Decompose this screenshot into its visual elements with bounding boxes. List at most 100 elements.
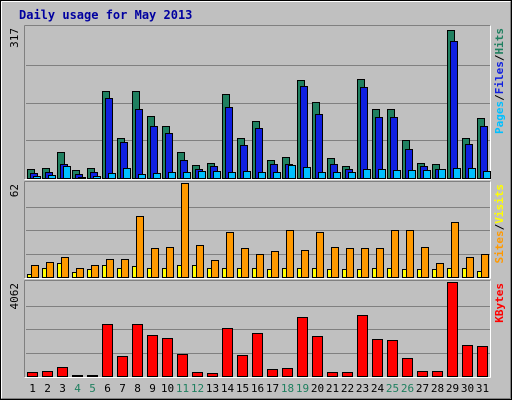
bar-sites-day-28 <box>436 263 444 278</box>
bar-kbytes-day-24 <box>372 339 383 377</box>
x-tick-label-day-13: 13 <box>206 382 219 395</box>
bar-kbytes-day-14 <box>222 328 233 377</box>
x-tick-label-day-19: 19 <box>296 382 309 395</box>
bar-kbytes-day-5 <box>87 375 98 377</box>
x-tick-label-day-28: 28 <box>431 382 444 395</box>
bar-files-day-23 <box>360 87 368 179</box>
bar-pages-day-12 <box>198 171 206 179</box>
x-tick-label-day-7: 7 <box>119 382 126 395</box>
x-tick-label-day-22: 22 <box>341 382 354 395</box>
chart-title: Daily usage for May 2013 <box>19 8 192 22</box>
bar-sites-day-15 <box>241 248 249 278</box>
x-tick-label-day-20: 20 <box>311 382 324 395</box>
bar-sites-day-8 <box>136 216 144 278</box>
bar-sites-day-16 <box>256 254 264 278</box>
bar-files-day-6 <box>105 98 113 179</box>
bar-kbytes-day-1 <box>27 372 38 377</box>
bar-pages-day-26 <box>408 170 416 179</box>
bar-kbytes-day-30 <box>462 345 473 377</box>
bar-sites-day-13 <box>211 260 219 278</box>
bar-pages-day-17 <box>273 172 281 179</box>
x-tick-label-day-6: 6 <box>104 382 111 395</box>
bar-files-day-29 <box>450 41 458 179</box>
bar-files-day-31 <box>480 126 488 179</box>
legend-item: Sites <box>493 230 506 263</box>
bar-sites-day-9 <box>151 248 159 278</box>
x-tick-label-day-26: 26 <box>401 382 414 395</box>
x-tick-label-day-24: 24 <box>371 382 385 395</box>
bar-pages-day-14 <box>228 172 236 179</box>
bar-pages-day-9 <box>153 173 161 179</box>
bar-kbytes-day-22 <box>342 372 353 377</box>
bar-sites-day-19 <box>301 250 309 278</box>
bar-sites-day-2 <box>46 262 54 278</box>
bar-pages-day-4 <box>78 177 86 179</box>
x-tick-label-day-17: 17 <box>266 382 279 395</box>
bar-pages-day-22 <box>348 172 356 179</box>
bar-kbytes-day-3 <box>57 367 68 377</box>
x-tick-label-day-10: 10 <box>161 382 174 395</box>
bar-sites-day-5 <box>91 265 99 278</box>
bar-pages-day-15 <box>243 171 251 179</box>
bar-pages-day-23 <box>363 169 371 179</box>
bar-kbytes-day-12 <box>192 372 203 377</box>
bar-kbytes-day-29 <box>447 282 458 377</box>
x-tick-label-day-21: 21 <box>326 382 339 395</box>
bar-kbytes-day-9 <box>147 335 158 377</box>
bar-pages-day-19 <box>303 167 311 179</box>
x-tick-label-day-3: 3 <box>59 382 66 395</box>
bar-sites-day-4 <box>76 268 84 278</box>
bar-pages-day-16 <box>258 172 266 179</box>
bar-files-day-16 <box>255 128 263 179</box>
bar-kbytes-day-19 <box>297 317 308 377</box>
bar-sites-day-26 <box>406 230 414 278</box>
x-tick-label-day-5: 5 <box>89 382 96 395</box>
bar-kbytes-day-4 <box>72 375 83 377</box>
bar-pages-day-5 <box>93 176 101 179</box>
bar-pages-day-13 <box>213 171 221 179</box>
legend-item: Pages <box>493 101 506 134</box>
bar-files-day-19 <box>300 86 308 179</box>
x-tick-label-day-30: 30 <box>461 382 474 395</box>
bar-pages-day-21 <box>333 172 341 179</box>
bar-files-day-20 <box>315 114 323 179</box>
bar-sites-day-22 <box>346 248 354 278</box>
bar-files-day-14 <box>225 107 233 179</box>
bar-sites-day-17 <box>271 251 279 278</box>
bar-kbytes-day-10 <box>162 338 173 377</box>
x-tick-label-day-2: 2 <box>44 382 51 395</box>
panel-middle: 62 Sites/Visits <box>8 181 506 279</box>
legend-item: / <box>493 94 506 101</box>
bar-pages-day-2 <box>48 175 56 179</box>
bar-pages-day-1 <box>33 176 41 179</box>
bar-pages-day-28 <box>438 169 446 179</box>
bar-sites-day-14 <box>226 232 234 278</box>
bar-kbytes-day-26 <box>402 358 413 377</box>
bar-sites-day-18 <box>286 230 294 278</box>
bar-pages-day-7 <box>123 168 131 179</box>
x-tick-label-day-4: 4 <box>74 382 81 395</box>
legend-item: Hits <box>493 28 506 55</box>
panel-legend: KBytes <box>493 283 506 323</box>
bar-sites-day-30 <box>466 257 474 278</box>
bar-sites-day-10 <box>166 247 174 278</box>
bar-pages-day-31 <box>483 171 491 179</box>
bar-sites-day-12 <box>196 245 204 278</box>
bar-pages-day-25 <box>393 170 401 179</box>
bar-pages-day-10 <box>168 172 176 179</box>
bar-pages-day-18 <box>288 165 296 179</box>
bar-files-day-8 <box>135 109 143 179</box>
panel-bottom: 4062 KBytes <box>8 280 506 378</box>
bar-pages-day-29 <box>453 168 461 179</box>
x-tick-label-day-1: 1 <box>29 382 36 395</box>
bar-sites-day-29 <box>451 222 459 278</box>
bar-kbytes-day-11 <box>177 354 188 377</box>
bar-kbytes-day-21 <box>327 372 338 377</box>
legend-item: / <box>493 223 506 230</box>
bar-pages-day-24 <box>378 169 386 179</box>
legend-item: Visits <box>493 184 506 224</box>
x-tick-label-day-25: 25 <box>386 382 399 395</box>
bar-sites-day-21 <box>331 247 339 278</box>
bar-sites-day-3 <box>61 257 69 278</box>
